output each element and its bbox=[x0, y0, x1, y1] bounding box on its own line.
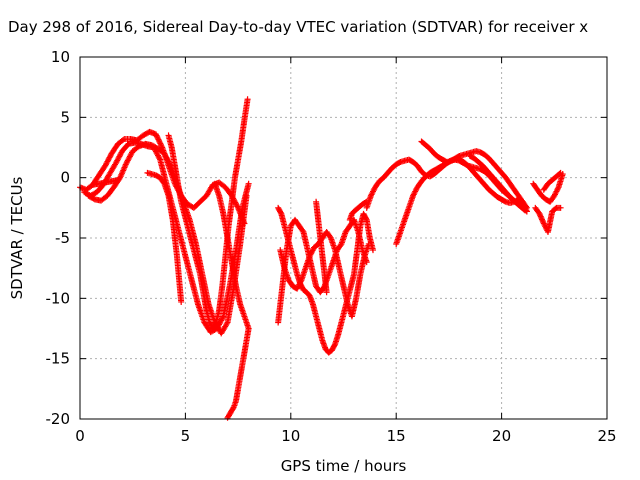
y-tick-label: -10 bbox=[46, 289, 71, 307]
data-series bbox=[540, 169, 564, 193]
data-point bbox=[154, 133, 161, 140]
x-tick-label: 15 bbox=[387, 427, 406, 445]
data-series bbox=[211, 180, 252, 421]
data-point bbox=[158, 143, 165, 150]
data-point bbox=[156, 155, 163, 162]
data-point bbox=[540, 219, 547, 226]
data-point bbox=[234, 203, 241, 210]
data-series bbox=[393, 156, 530, 248]
data-point bbox=[521, 207, 528, 214]
data-series bbox=[418, 138, 530, 215]
data-point bbox=[520, 206, 527, 213]
chart-title: Day 298 of 2016, Sidereal Day-to-day VTE… bbox=[8, 18, 589, 36]
data-point bbox=[539, 217, 546, 224]
data-series bbox=[530, 171, 566, 205]
x-tick-label: 10 bbox=[281, 427, 300, 445]
data-point bbox=[536, 210, 543, 217]
data-series bbox=[313, 198, 330, 296]
data-point bbox=[219, 314, 226, 321]
x-axis-label: GPS time / hours bbox=[281, 457, 407, 475]
data-point bbox=[120, 137, 127, 144]
data-point bbox=[245, 180, 252, 187]
data-point bbox=[370, 247, 377, 254]
x-tick-label: 0 bbox=[75, 427, 85, 445]
data-point bbox=[178, 298, 185, 305]
data-point bbox=[155, 136, 162, 143]
data-point bbox=[244, 96, 251, 103]
data-point bbox=[557, 204, 564, 211]
data-point bbox=[152, 131, 159, 138]
x-tick-label: 5 bbox=[181, 427, 191, 445]
y-axis-label: SDTVAR / TECUs bbox=[8, 176, 26, 299]
y-tick-label: -5 bbox=[55, 229, 70, 247]
data-points bbox=[77, 96, 566, 421]
data-point bbox=[224, 414, 231, 421]
data-point bbox=[223, 320, 230, 327]
y-tick-label: 0 bbox=[60, 169, 70, 187]
x-tick-label: 25 bbox=[597, 427, 616, 445]
data-series bbox=[89, 177, 121, 188]
data-point bbox=[156, 139, 163, 146]
data-point bbox=[365, 241, 372, 248]
y-tick-label: 10 bbox=[51, 48, 70, 66]
data-series bbox=[165, 96, 251, 332]
data-point bbox=[537, 212, 544, 219]
data-point bbox=[327, 233, 334, 240]
data-point bbox=[363, 215, 370, 222]
data-point bbox=[323, 289, 330, 296]
data-point bbox=[519, 198, 526, 205]
data-series bbox=[144, 169, 185, 305]
data-point bbox=[537, 213, 544, 220]
data-point bbox=[337, 242, 344, 249]
data-series bbox=[277, 228, 372, 320]
data-point bbox=[154, 135, 161, 142]
data-point bbox=[299, 227, 306, 234]
data-point bbox=[157, 141, 164, 148]
axis-ticks: 0 5 10 15 20 25 10 5 0 -5 -10 -15 -20 bbox=[46, 48, 617, 445]
data-point bbox=[520, 200, 527, 207]
data-point bbox=[160, 179, 167, 186]
data-point bbox=[277, 209, 284, 216]
data-series bbox=[532, 204, 564, 235]
data-point bbox=[557, 169, 564, 176]
y-tick-label: 5 bbox=[60, 108, 70, 126]
data-point bbox=[243, 192, 250, 199]
data-series bbox=[466, 152, 528, 214]
data-point bbox=[156, 137, 163, 144]
x-tick-label: 20 bbox=[492, 427, 511, 445]
y-tick-label: -20 bbox=[46, 410, 71, 428]
data-point bbox=[556, 170, 563, 177]
data-point bbox=[212, 320, 219, 327]
data-point bbox=[538, 215, 545, 222]
data-point bbox=[157, 140, 164, 147]
data-point bbox=[153, 132, 160, 139]
y-tick-label: -15 bbox=[46, 350, 71, 368]
data-point bbox=[114, 177, 121, 184]
data-point bbox=[538, 216, 545, 223]
